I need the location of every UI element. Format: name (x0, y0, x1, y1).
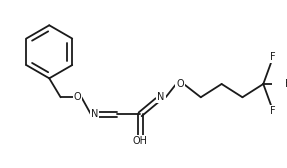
Text: O: O (176, 79, 184, 89)
Text: OH: OH (133, 136, 148, 146)
Text: N: N (91, 109, 98, 119)
Text: F: F (285, 79, 287, 89)
Text: N: N (157, 92, 165, 102)
Text: F: F (270, 106, 276, 116)
Text: O: O (74, 92, 82, 102)
Text: F: F (270, 52, 276, 62)
